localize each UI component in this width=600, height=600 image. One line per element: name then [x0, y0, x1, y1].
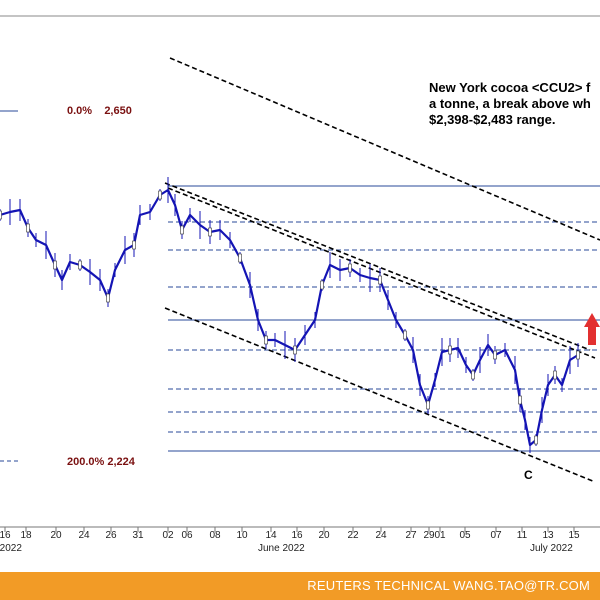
month-label-may: May 2022 — [0, 543, 22, 554]
x-tick-label-5: 31 — [132, 530, 144, 541]
price-candle-body-51 — [448, 345, 452, 355]
price-series-line — [0, 188, 579, 447]
price-candle-body-15 — [132, 240, 136, 250]
x-tick-label-17: 01 — [434, 530, 446, 541]
x-tick-label-6: 02 — [162, 530, 174, 541]
note-line-2: a tonne, a break above wh — [429, 96, 591, 111]
annotation-note: New York cocoa <CCU2> f a tonne, a break… — [429, 80, 600, 128]
x-tick-label-12: 20 — [318, 530, 330, 541]
x-tick-label-2: 20 — [50, 530, 62, 541]
x-tick-label-13: 22 — [347, 530, 359, 541]
x-tick-label-7: 06 — [181, 530, 193, 541]
footer-bar: REUTERS TECHNICAL WANG.TAO@TR.COM — [0, 572, 600, 600]
x-tick-label-11: 16 — [291, 530, 303, 541]
trend-mid-1 — [164, 182, 591, 351]
price-candle-body-45 — [403, 330, 407, 340]
x-tick-label-21: 13 — [542, 530, 554, 541]
price-candle-body-54 — [471, 370, 475, 380]
price-candle-body-9 — [78, 260, 82, 270]
wave-label-c: C — [524, 468, 533, 482]
x-tick-label-8: 08 — [209, 530, 221, 541]
x-tick-label-4: 26 — [105, 530, 117, 541]
x-tick-label-16: 29 — [423, 530, 435, 541]
month-label-june: June 2022 — [258, 543, 305, 554]
price-candle-body-27 — [238, 253, 242, 263]
price-candle-body-36 — [320, 280, 324, 290]
trend-mid-2 — [167, 187, 596, 359]
price-candle-body-48 — [426, 400, 430, 410]
x-tick-label-15: 27 — [405, 530, 417, 541]
price-candle-body-3 — [26, 223, 30, 233]
x-tick-label-14: 24 — [375, 530, 387, 541]
footer-text: REUTERS TECHNICAL WANG.TAO@TR.COM — [307, 578, 590, 593]
price-candle-body-66 — [553, 370, 557, 380]
price-candle-body-24 — [208, 227, 212, 237]
price-candle-body-18 — [158, 190, 162, 200]
x-tick-label-9: 10 — [236, 530, 248, 541]
price-candle-body-12 — [106, 293, 110, 303]
price-candle-body-60 — [518, 395, 522, 405]
fib-label-bottom: 200.0% 2,224 — [67, 456, 135, 468]
chart-area: 0.0% 2,650 200.0% 2,224 New York cocoa <… — [0, 15, 600, 532]
breakout-arrow-head — [584, 313, 600, 327]
trend-upper — [169, 57, 600, 241]
price-candle-body-57 — [493, 350, 497, 360]
x-tick-label-0: 16 — [0, 530, 11, 541]
trend-lower — [164, 307, 596, 483]
fib-label-top: 0.0% 2,650 — [67, 105, 132, 117]
x-tick-label-3: 24 — [78, 530, 90, 541]
month-label-july: July 2022 — [530, 543, 573, 554]
price-candle-body-69 — [576, 350, 580, 360]
price-candle-body-21 — [180, 225, 184, 235]
x-tick-label-18: 05 — [459, 530, 471, 541]
price-candle-body-42 — [378, 275, 382, 285]
price-candle-body-33 — [293, 345, 297, 355]
x-tick-label-10: 14 — [265, 530, 277, 541]
price-candle-body-0 — [0, 210, 2, 220]
x-tick-label-19: 07 — [490, 530, 502, 541]
x-tick-label-1: 18 — [20, 530, 32, 541]
price-candle-body-6 — [53, 260, 57, 270]
price-candle-body-39 — [348, 263, 352, 273]
price-candle-body-63 — [534, 435, 538, 445]
breakout-arrow-shaft — [588, 327, 596, 345]
x-tick-label-22: 15 — [568, 530, 580, 541]
x-tick-label-20: 11 — [516, 530, 528, 541]
note-line-3: $2,398-$2,483 range. — [429, 112, 556, 127]
chart-svg — [0, 15, 600, 532]
price-candle-body-30 — [264, 335, 268, 345]
x-axis: 16 18 20 24 26 31 02 06 08 10 14 16 20 22 24 27 29 01 05 07… — [0, 527, 600, 557]
note-line-1: New York cocoa <CCU2> f — [429, 80, 591, 95]
